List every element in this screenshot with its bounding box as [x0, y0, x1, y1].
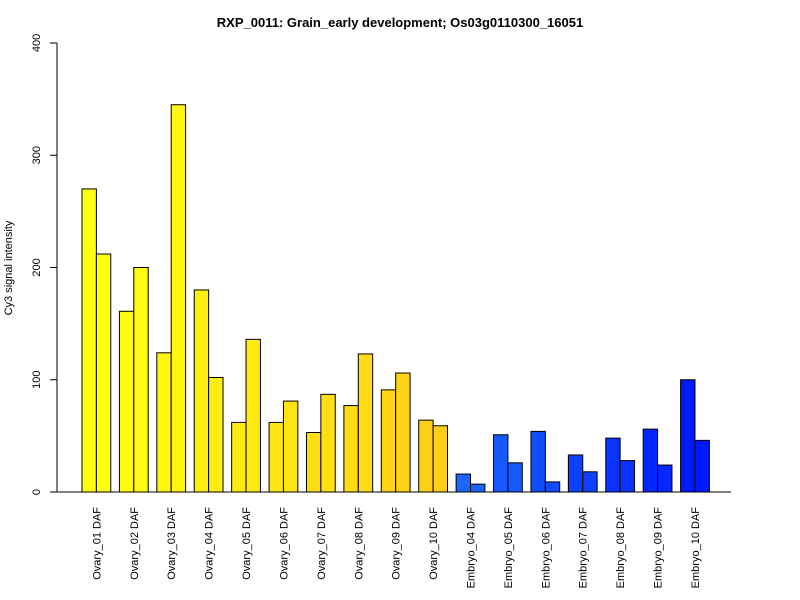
- bar: [357, 353, 374, 493]
- bar: [245, 338, 261, 493]
- x-tick-label: Embryo_07 DAF: [578, 507, 590, 589]
- bar: [493, 434, 509, 493]
- y-axis-label: Cy3 signal intensity: [3, 220, 15, 315]
- bar: [133, 267, 149, 493]
- bar: [231, 421, 247, 493]
- x-tick-label: Embryo_05 DAF: [503, 507, 515, 589]
- bar: [380, 389, 397, 493]
- x-tick-label: Embryo_06 DAF: [540, 507, 552, 589]
- bar: [455, 473, 472, 493]
- bar: [567, 454, 584, 493]
- y-axis: 0 100 200 300 400: [31, 34, 58, 495]
- bar: [582, 471, 598, 493]
- bar: [657, 464, 673, 493]
- y-tick-label: 200: [31, 258, 43, 276]
- bar: [544, 481, 561, 493]
- bar: [642, 428, 659, 493]
- bar: [208, 377, 224, 493]
- chart-title: RXP_0011: Grain_early development; Os03g…: [217, 15, 583, 30]
- bar: [193, 289, 210, 493]
- x-tick-label: Ovary_06 DAF: [278, 507, 290, 580]
- x-tick-label: Ovary_02 DAF: [129, 507, 141, 580]
- x-tick-label: Ovary_05 DAF: [241, 507, 253, 580]
- bar: [395, 372, 411, 493]
- y-tick-label: 0: [31, 489, 43, 495]
- x-tick-label: Ovary_07 DAF: [316, 507, 328, 580]
- x-tick-label: Embryo_09 DAF: [653, 507, 665, 589]
- bar: [418, 419, 434, 493]
- bar: [605, 437, 621, 493]
- bars-group: [81, 104, 710, 493]
- x-tick-label: Embryo_04 DAF: [466, 507, 478, 589]
- x-tick-label: Ovary_03 DAF: [166, 507, 178, 580]
- bar: [694, 439, 710, 493]
- x-tick-label: Embryo_08 DAF: [615, 507, 627, 589]
- y-tick-label: 300: [31, 146, 43, 164]
- bar: [619, 460, 636, 493]
- x-tick-label: Ovary_01 DAF: [91, 507, 103, 580]
- bar: [282, 400, 299, 493]
- bar: [530, 430, 546, 493]
- bar: [156, 352, 172, 493]
- x-tick-label: Embryo_10 DAF: [690, 507, 702, 589]
- x-axis: Ovary_01 DAF Ovary_02 DAF Ovary_03 DAF Ovar…: [57, 491, 731, 589]
- bar: [95, 253, 112, 493]
- bar: [268, 421, 284, 493]
- bar: [680, 379, 696, 493]
- bar: [320, 393, 336, 493]
- y-tick-label: 400: [31, 34, 43, 52]
- bar: [432, 425, 448, 493]
- bar: [170, 104, 187, 493]
- bar: [305, 432, 322, 493]
- x-tick-label: Ovary_08 DAF: [353, 507, 365, 580]
- x-tick-label: Ovary_04 DAF: [204, 507, 216, 580]
- bar: [81, 188, 97, 493]
- bar: [343, 405, 359, 493]
- bar: [470, 483, 486, 493]
- x-tick-label: Ovary_10 DAF: [428, 507, 440, 580]
- x-tick-label: Ovary_09 DAF: [391, 507, 403, 580]
- bar: [118, 310, 135, 493]
- y-tick-label: 100: [31, 371, 43, 389]
- bar: [507, 462, 523, 493]
